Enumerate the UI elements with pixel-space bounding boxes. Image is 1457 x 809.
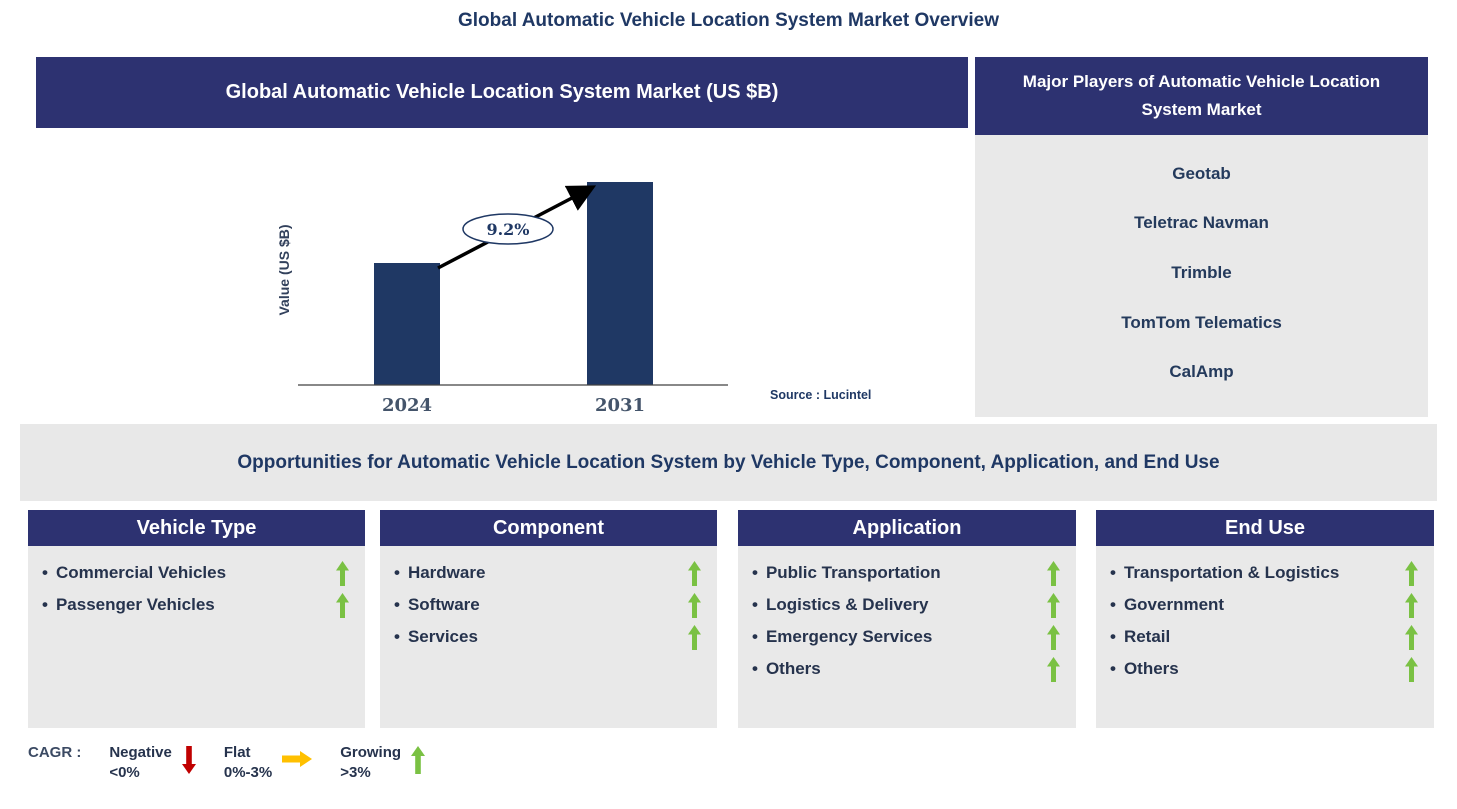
cagr-value-label: 9.2%	[486, 220, 529, 239]
opportunity-item: • Commercial Vehicles	[28, 557, 365, 589]
opportunity-item: • Others	[738, 653, 1076, 685]
legend-entry-flat: Flat 0%-3%	[223, 743, 313, 784]
player-name: Trimble	[1171, 262, 1232, 282]
market-chart-header: Global Automatic Vehicle Location System…	[36, 57, 968, 128]
growing-up-arrow-icon	[336, 560, 349, 586]
opportunity-item: • Emergency Services	[738, 621, 1076, 653]
bullet: •	[42, 563, 48, 582]
major-players-panel: Major Players of Automatic Vehicle Locat…	[975, 57, 1428, 417]
opportunity-label: Hardware	[407, 563, 486, 582]
bullet: •	[1110, 563, 1116, 582]
opportunity-label: Emergency Services	[765, 627, 933, 646]
opportunity-label: Retail	[1123, 627, 1171, 646]
bullet: •	[394, 563, 400, 582]
growing-up-arrow-icon	[1047, 560, 1060, 586]
bullet: •	[394, 595, 400, 614]
column-header-application: Application	[738, 510, 1076, 546]
opportunity-item: • Public Transportation	[738, 557, 1076, 589]
opportunity-item: • Government	[1096, 589, 1434, 621]
column-items-component: • Hardware • Software • Services	[380, 546, 717, 728]
opportunity-label: Transportation & Logistics	[1123, 563, 1340, 582]
legend-negative-name: Negative	[109, 744, 172, 761]
legend-flat-name: Flat	[223, 744, 251, 761]
player-name: TomTom Telematics	[1121, 312, 1282, 332]
growing-up-arrow-icon	[1405, 624, 1418, 650]
bullet: •	[752, 563, 758, 582]
y-axis-label: Value (US $B)	[276, 224, 292, 315]
legend-growing-name: Growing	[340, 744, 402, 761]
growing-up-arrow-icon	[688, 624, 701, 650]
growing-up-arrow-icon	[1405, 592, 1418, 618]
legend-negative-range: <0%	[109, 764, 140, 782]
bullet: •	[394, 627, 400, 646]
column-end-use: End Use • Transportation & Logistics • G…	[1096, 510, 1434, 728]
bullet: •	[1110, 595, 1116, 614]
opportunity-item: • Services	[380, 621, 717, 653]
page-title: Global Automatic Vehicle Location System…	[458, 10, 999, 31]
column-header-vehicle-type: Vehicle Type	[28, 510, 365, 546]
legend-entry-negative: Negative <0%	[109, 743, 196, 784]
tick-label-2024: 2024	[382, 395, 432, 416]
opportunity-item: • Passenger Vehicles	[28, 589, 365, 621]
player-name: Geotab	[1172, 163, 1231, 183]
column-component: Component • Hardware • Software • Serv	[380, 510, 717, 728]
column-vehicle-type: Vehicle Type • Commercial Vehicles • Pas…	[28, 510, 365, 728]
legend-growing-range: >3%	[340, 764, 371, 782]
market-bar-chart: Value (US $B) 9.2% 2024 2031 Source : Lu…	[36, 128, 968, 425]
bullet: •	[752, 627, 758, 646]
growing-up-arrow-icon	[688, 560, 701, 586]
column-header-component: Component	[380, 510, 717, 546]
bar-chart-svg: Value (US $B) 9.2% 2024 2031 Source : Lu…	[276, 182, 871, 416]
bar-2024	[374, 263, 440, 385]
bullet: •	[752, 659, 758, 678]
opportunity-label: Others	[1123, 659, 1179, 678]
opportunity-label: Public Transportation	[765, 563, 941, 582]
opportunity-label: Services	[407, 627, 478, 646]
major-players-list: Geotab Teletrac Navman Trimble TomTom Te…	[975, 135, 1428, 417]
opportunity-item: • Logistics & Delivery	[738, 589, 1076, 621]
growing-up-arrow-icon	[1047, 656, 1060, 682]
opportunities-band-title: Opportunities for Automatic Vehicle Loca…	[20, 424, 1437, 501]
bar-2031	[587, 182, 653, 385]
growing-up-arrow-icon	[1405, 656, 1418, 682]
source-attribution: Source : Lucintel	[770, 388, 871, 402]
bullet: •	[42, 595, 48, 614]
opportunity-label: Commercial Vehicles	[55, 563, 227, 582]
growing-up-arrow-icon	[688, 592, 701, 618]
negative-down-arrow-icon	[181, 746, 196, 774]
flat-right-arrow-icon	[282, 751, 313, 767]
growing-up-arrow-icon	[1047, 624, 1060, 650]
opportunity-item: • Transportation & Logistics	[1096, 557, 1434, 589]
column-items-vehicle-type: • Commercial Vehicles • Passenger Vehicl…	[28, 546, 365, 728]
column-application: Application • Public Transportation • Lo…	[738, 510, 1076, 728]
cagr-legend: CAGR : Negative <0% Flat 0%-3% Growing >…	[28, 743, 426, 784]
legend-flat-range: 0%-3%	[223, 764, 273, 782]
opportunity-item: • Retail	[1096, 621, 1434, 653]
column-items-end-use: • Transportation & Logistics • Governmen…	[1096, 546, 1434, 728]
growing-up-arrow-icon	[411, 746, 426, 774]
opportunity-label: Software	[407, 595, 480, 614]
opportunity-item: • Software	[380, 589, 717, 621]
player-name: CalAmp	[1169, 362, 1234, 382]
growing-up-arrow-icon	[1047, 592, 1060, 618]
opportunity-label: Government	[1123, 595, 1225, 614]
opportunity-label: Logistics & Delivery	[765, 595, 929, 614]
opportunity-item: • Hardware	[380, 557, 717, 589]
tick-label-2031: 2031	[595, 395, 645, 416]
opportunity-label: Passenger Vehicles	[55, 595, 215, 614]
column-header-end-use: End Use	[1096, 510, 1434, 546]
growing-up-arrow-icon	[336, 592, 349, 618]
major-players-header: Major Players of Automatic Vehicle Locat…	[975, 57, 1428, 135]
cagr-callout-ellipse	[462, 213, 554, 245]
legend-entry-growing: Growing >3%	[340, 743, 426, 784]
column-items-application: • Public Transportation • Logistics & De…	[738, 546, 1076, 728]
opportunity-item: • Others	[1096, 653, 1434, 685]
cagr-legend-label: CAGR :	[28, 744, 82, 761]
growing-up-arrow-icon	[1405, 560, 1418, 586]
bullet: •	[752, 595, 758, 614]
opportunity-label: Others	[765, 659, 821, 678]
bullet: •	[1110, 659, 1116, 678]
bullet: •	[1110, 627, 1116, 646]
player-name: Teletrac Navman	[1134, 213, 1269, 233]
